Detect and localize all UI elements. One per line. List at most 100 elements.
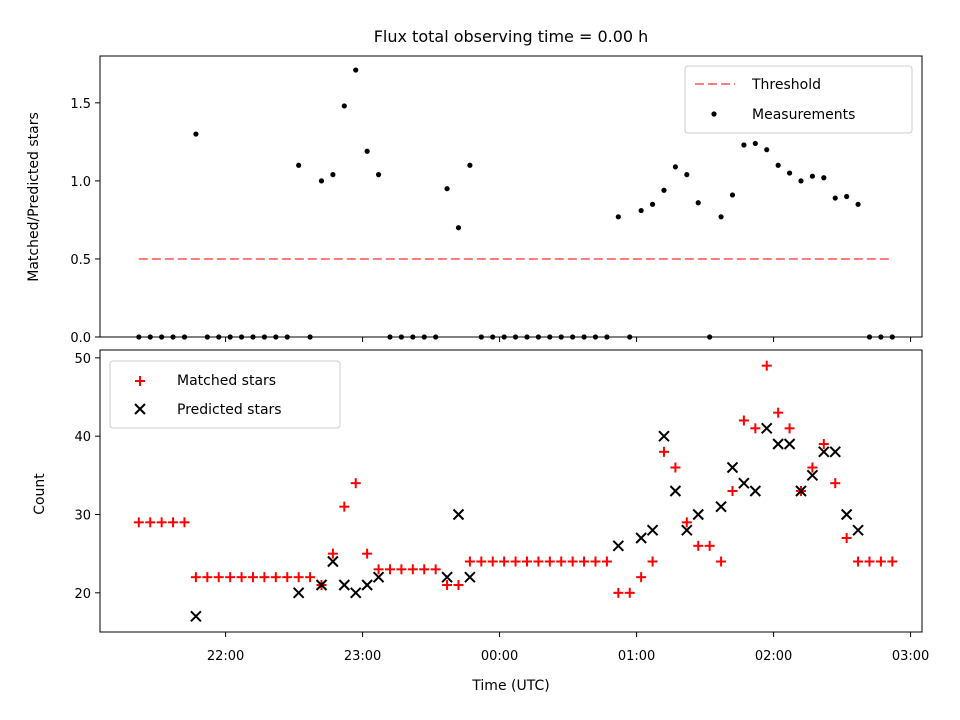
matched-star-point [887,556,898,567]
matched-star-point [396,564,407,575]
bottom-axes-frame [99,349,923,633]
legend-threshold-label: Threshold [751,77,821,93]
matched-star-point [156,517,167,528]
predicted-star-point [681,524,693,536]
predicted-star-point [361,579,373,591]
predicted-star-point [795,485,807,497]
measurement-point [353,67,359,73]
predicted-star-point [452,508,465,521]
matched-star-point [875,556,886,567]
matched-star-point [670,462,681,473]
measurement-point [649,201,656,207]
bottom-legend-box [109,360,341,429]
measurement-point [729,192,736,198]
matched-star-point [556,556,567,567]
matched-star-point [510,556,521,567]
top-axes-frame [99,55,923,338]
measurement-point [832,195,838,201]
matched-star-point [716,556,727,567]
predicted-star-point [829,446,841,458]
measurement-point [741,142,747,148]
bottom-y-axis-label: Count [32,473,48,515]
top-y-tick-label: 0.0 [70,331,91,346]
matched-star-point [818,439,829,449]
matched-star-point [773,407,784,418]
predicted-star-point [292,587,305,599]
matched-star-point [487,556,498,567]
top-y-tick-label: 1.5 [70,97,91,112]
matched-star-point [499,556,510,567]
bottom-y-tick-label: 30 [74,509,91,524]
matched-star-point [225,572,236,583]
matched-star-point [373,564,384,575]
measurement-point [672,164,679,170]
matched-star-point [636,572,647,583]
matched-star-point [544,556,555,567]
top-y-axis-label: Matched/Predicted stars [26,112,42,282]
predicted-star-point [761,422,773,435]
predicted-star-point [612,540,625,552]
measurement-point [821,175,827,181]
matched-star-point [807,462,818,473]
predicted-star-point [749,485,762,497]
predicted-star-point [464,571,476,583]
matched-star-point [864,556,875,567]
predicted-star-point [350,587,362,599]
measurement-point [467,162,473,168]
matched-star-point [727,486,738,496]
matched-star-point [579,556,590,567]
predicted-star-point [190,610,202,623]
matched-star-point [658,446,669,457]
bottom-y-tick-label: 50 [74,352,91,367]
x-tick-label: 22:00 [207,649,244,664]
matched-star-point [407,564,418,575]
matched-star-point [453,580,464,590]
measurement-point [775,162,781,168]
matched-star-point [430,564,441,575]
measurement-point [296,162,302,168]
matched-star-point [202,572,213,583]
measurement-point [752,140,758,147]
predicted-star-point [327,555,339,568]
predicted-star-point [726,461,739,474]
matched-star-point [533,556,544,567]
bottom-y-tick-label: 20 [74,587,91,602]
predicted-star-point [669,485,682,497]
measurement-point [638,207,644,214]
matched-star-point [247,572,258,583]
matched-star-point [133,517,144,528]
matched-star-point [693,540,704,551]
measurement-point [764,147,770,153]
matched-star-point [179,517,190,528]
matched-star-point [830,478,841,489]
legend-measurements-label: Measurements [752,107,855,123]
measurement-point [786,170,793,176]
predicted-star-point [738,477,750,489]
top-y-tick-label: 0.5 [70,253,91,268]
measurement-point [375,172,382,178]
matched-star-point [853,556,864,567]
measurement-point [341,103,347,109]
measurement-point [844,193,850,200]
matched-star-point [601,556,612,567]
measurement-point [330,172,336,178]
measurement-point [661,187,667,193]
matched-star-point [213,572,224,583]
predicted-star-point [658,430,670,442]
matched-star-point [841,533,852,543]
predicted-star-point [783,438,796,450]
measurement-point [364,148,370,154]
predicted-star-point [852,524,864,536]
predicted-star-point [840,508,853,521]
predicted-star-point [372,571,385,583]
measurement-point [193,131,199,137]
matched-star-point [784,423,795,434]
matched-star-point [738,415,749,426]
matched-star-point [761,360,772,371]
measurement-point [798,178,804,184]
legend-matched-label: Matched stars [177,373,276,389]
x-tick-label: 01:00 [618,649,655,664]
measurement-point [615,214,621,220]
matched-star-point [442,580,453,590]
